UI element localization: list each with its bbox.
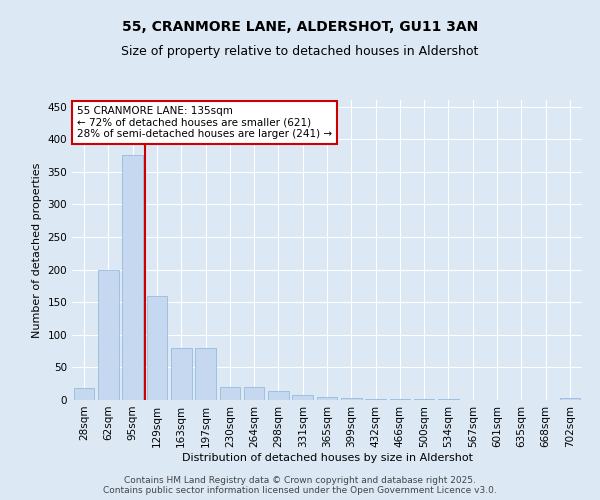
- Text: Size of property relative to detached houses in Aldershot: Size of property relative to detached ho…: [121, 45, 479, 58]
- Text: 55 CRANMORE LANE: 135sqm
← 72% of detached houses are smaller (621)
28% of semi-: 55 CRANMORE LANE: 135sqm ← 72% of detach…: [77, 106, 332, 139]
- Text: 55, CRANMORE LANE, ALDERSHOT, GU11 3AN: 55, CRANMORE LANE, ALDERSHOT, GU11 3AN: [122, 20, 478, 34]
- Bar: [122, 156, 143, 400]
- Bar: [341, 398, 362, 400]
- Bar: [268, 391, 289, 400]
- Bar: [146, 296, 167, 400]
- Y-axis label: Number of detached properties: Number of detached properties: [32, 162, 42, 338]
- Bar: [171, 348, 191, 400]
- Bar: [292, 396, 313, 400]
- X-axis label: Distribution of detached houses by size in Aldershot: Distribution of detached houses by size …: [182, 452, 473, 462]
- Bar: [195, 348, 216, 400]
- Bar: [560, 398, 580, 400]
- Bar: [244, 387, 265, 400]
- Bar: [317, 396, 337, 400]
- Bar: [74, 388, 94, 400]
- Bar: [98, 270, 119, 400]
- Text: Contains HM Land Registry data © Crown copyright and database right 2025.
Contai: Contains HM Land Registry data © Crown c…: [103, 476, 497, 495]
- Bar: [220, 387, 240, 400]
